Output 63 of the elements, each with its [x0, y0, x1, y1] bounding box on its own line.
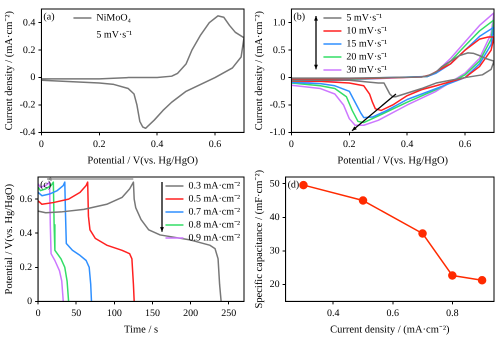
y-tick-label: 30 [270, 246, 280, 257]
y-axis-title: Current density / (mA·cm⁻²) [254, 10, 266, 130]
y-tick-label: 0 [30, 72, 36, 84]
y-tick-label: 40 [270, 212, 280, 223]
x-tick-label: 0.6 [458, 139, 472, 150]
y-tick-label: 0.2 [20, 262, 32, 273]
point [358, 196, 368, 205]
y-tick-label: -0.4 [20, 127, 36, 138]
x-tick-label: 0.2 [93, 139, 106, 150]
point [418, 229, 427, 238]
y-tick-label: 0 [280, 72, 286, 84]
x-tick-label: 0.2 [343, 139, 356, 150]
y-tick-label: -0.5 [270, 100, 286, 111]
x-tick-label: 200 [183, 308, 198, 320]
x-tick-label: 0.4 [150, 139, 164, 150]
x-tick-label: 0.4 [326, 308, 340, 320]
legend-label: 0.8 mA·cm⁻² [188, 220, 240, 231]
y-tick-label: 50 [270, 178, 280, 190]
legend-label: 10 mV·s⁻¹ [346, 26, 388, 37]
annotation: (d) [288, 180, 300, 191]
x-tick-label: 100 [106, 308, 122, 320]
y-axis-title: Specific capacitance / (mF·cm⁻²) [254, 169, 266, 309]
x-tick-label: 250 [221, 308, 236, 320]
legend-label: 0.5 mA·cm⁻² [188, 194, 240, 205]
x-tick-label: 50 [71, 308, 82, 320]
legend-label: NiMoO₄ [96, 12, 132, 24]
x-tick-label: 0.4 [400, 139, 414, 150]
y-axis-title: Potential / V(vs. Hg/HgO) [4, 183, 16, 295]
x-axis-title: Current density / (mA·cm⁻²) [330, 324, 450, 336]
annotation: 5 mV·s⁻¹ [96, 30, 132, 41]
legend-label: 0.7 mA·cm⁻² [188, 206, 240, 218]
x-tick-label: 0 [38, 139, 44, 150]
x-tick-label: 0.6 [386, 308, 400, 320]
point [448, 271, 457, 280]
y-tick-label: 0.5 [272, 44, 286, 56]
legend-label: 20 mV·s⁻¹ [346, 52, 388, 63]
y-tick-label: 0 [27, 296, 32, 308]
legend-label: 30 mV·s⁻¹ [346, 64, 388, 76]
x-tick-label: 0.8 [446, 308, 459, 320]
point [478, 276, 486, 284]
y-tick-label: -0.2 [20, 100, 36, 111]
y-tick-label: -1.0 [270, 127, 286, 138]
y-tick-label: 1.0 [272, 17, 286, 28]
annotation: (b) [293, 12, 306, 23]
legend-label: 5 mV·s⁻¹ [346, 12, 382, 24]
y-tick-label: 0.4 [20, 228, 32, 239]
x-tick-label: 0.6 [208, 139, 222, 150]
legend-label: 0.3 mA·cm⁻² [188, 180, 240, 192]
x-axis-title: Potential / V(vs. Hg/HgO) [87, 155, 199, 166]
annotation: (a) [43, 12, 55, 23]
y-tick-label: 0.6 [20, 194, 32, 205]
y-tick-label: 0.4 [22, 17, 36, 28]
point [299, 180, 308, 190]
x-tick-label: 150 [144, 308, 160, 320]
y-tick-label: 20 [270, 279, 280, 290]
legend-label: 0.9 mA·cm⁻² [188, 232, 240, 244]
x-axis-title: Potential / V(vs. Hg/HgO) [337, 155, 449, 166]
y-tick-label: 0.2 [22, 44, 36, 56]
x-tick-label: 0 [288, 139, 294, 150]
x-axis-title: Time / s [124, 324, 158, 336]
legend-label: 15 mV·s⁻¹ [346, 38, 388, 50]
annotation: (c) [40, 180, 52, 191]
y-axis-title: Current density / (mA·cm⁻²) [4, 10, 16, 130]
